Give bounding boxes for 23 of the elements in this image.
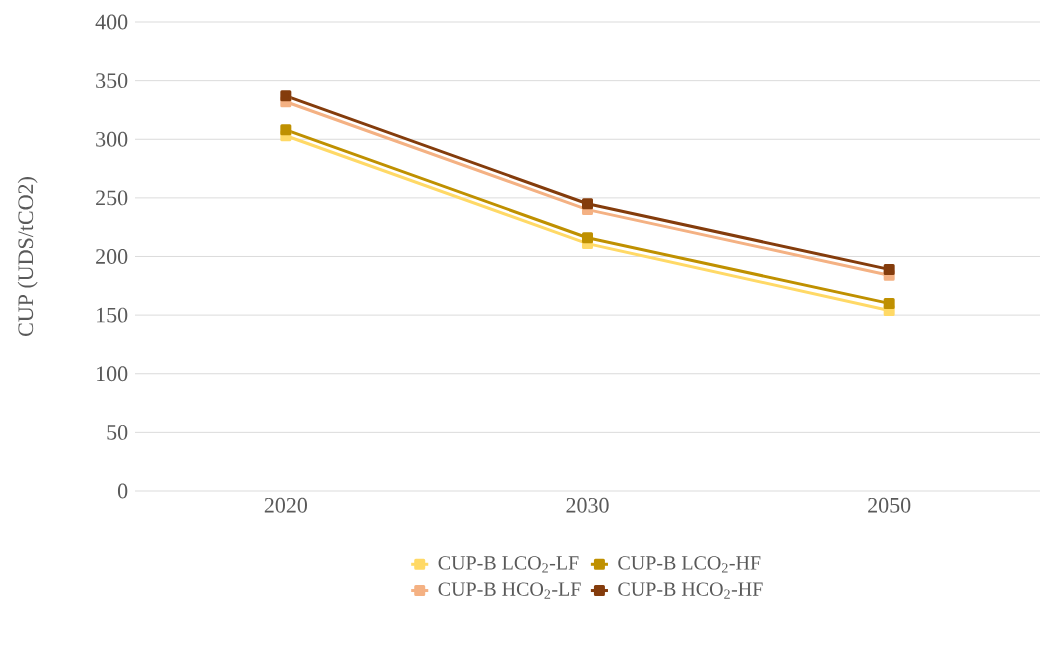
legend-label: CUP-B LCO$_{2}$-LF — [438, 556, 579, 573]
point — [582, 232, 593, 244]
point — [280, 90, 292, 102]
y-tick-label: 200 — [96, 249, 128, 264]
point — [582, 198, 593, 210]
y-axis-title: CUP (UDS/tCO2) — [17, 177, 38, 336]
x-tick-label: 2050 — [868, 497, 911, 513]
y-tick-label: 0 — [117, 483, 128, 499]
point — [883, 297, 895, 309]
y-tick-label: 250 — [96, 190, 128, 206]
x-tick-label: 2030 — [566, 497, 609, 513]
y-tick-label: 50 — [107, 424, 128, 440]
point — [280, 124, 292, 136]
x-tick-label: 2020 — [264, 497, 307, 513]
y-tick-label: 350 — [96, 73, 128, 89]
y-tick-label: 100 — [97, 366, 128, 382]
point — [883, 263, 895, 275]
legend-label: CUP-B HCO$_{2}$-LF — [438, 582, 581, 599]
legend-label: CUP-B HCO$_{2}$-HF — [618, 582, 763, 599]
y-tick-label: 400 — [95, 14, 128, 30]
legend-label: CUP-B LCO$_{2}$-HF — [618, 556, 761, 573]
y-tick-label: 300 — [96, 131, 128, 147]
y-tick-label: 150 — [97, 307, 128, 323]
